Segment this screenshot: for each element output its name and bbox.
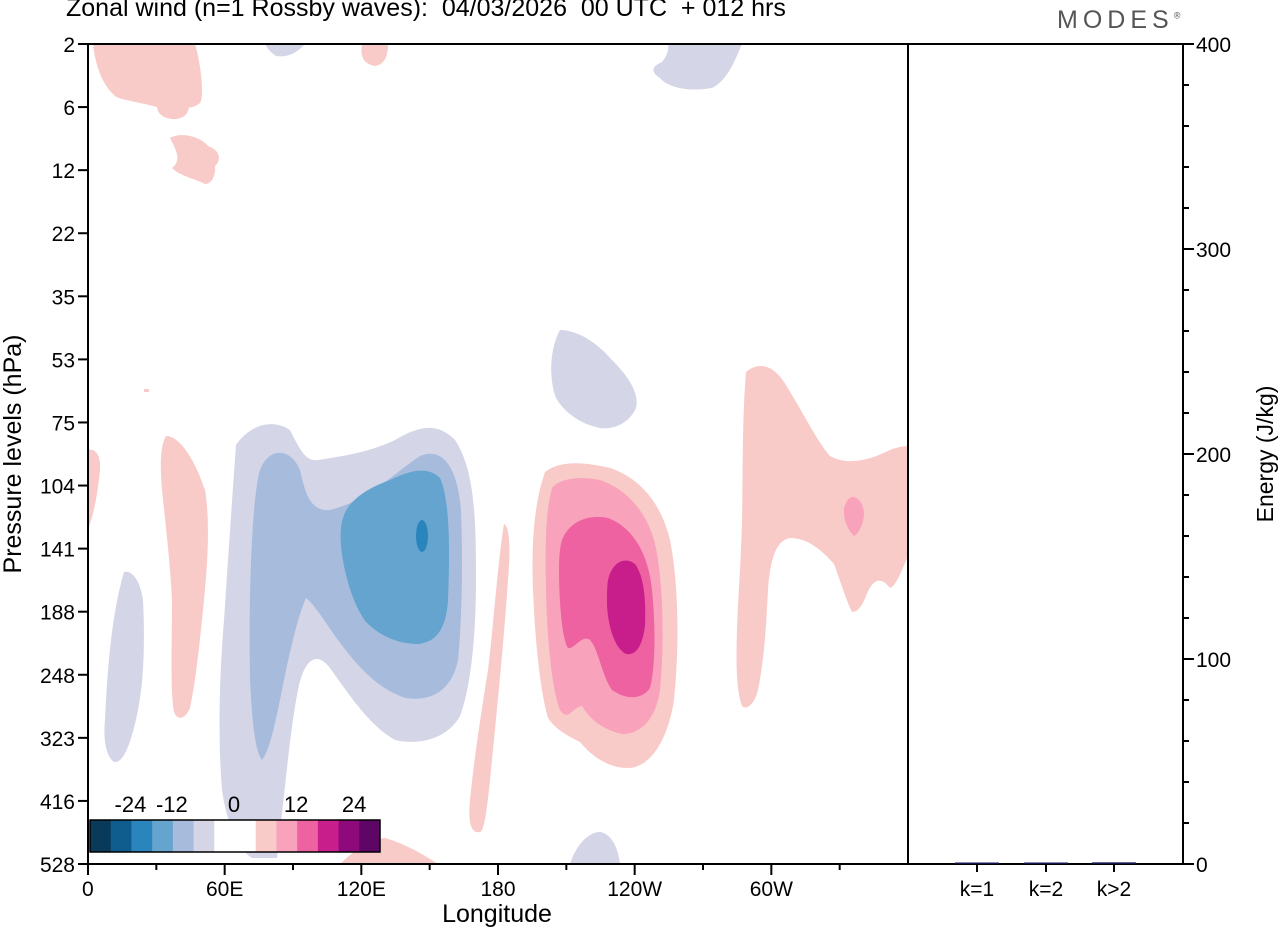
pressure-tick-label: 53 [52,349,75,372]
colorbar-swatch [214,820,236,852]
pressure-tick-label: 248 [40,665,75,688]
positive-contour [160,436,208,718]
colorbar-swatch [110,820,132,852]
pressure-tick-label: 416 [40,791,75,814]
colorbar-swatch [359,820,381,852]
pressure-tick-label: 6 [63,97,75,120]
colorbar-swatch [90,820,112,852]
pressure-tick-label: 141 [40,539,75,562]
longitude-axis: 0 60E 120E 180 120W 60W [82,864,841,901]
colorbar-tick-label: 0 [228,792,240,817]
colorbar-swatch [131,820,153,852]
brand-mark: ® [1173,10,1181,21]
chart-title: Zonal wind (n=1 Rossby waves): 04/03/202… [66,0,786,22]
colorbar-swatch [152,820,174,852]
y-axis-label: Pressure levels (hPa) [0,335,27,574]
brand-name: MODES [1057,6,1174,34]
positive-contour [88,449,101,530]
colorbar: -24 -12 0 12 24 [89,792,381,853]
pressure-tick-label: 2 [63,34,75,57]
wavenumber-labels: k=1 k=2 k>2 [960,864,1131,901]
longitude-tick-label: 60E [206,878,243,901]
energy-tick-label: 200 [1196,444,1231,467]
positive-speck [144,389,149,392]
positive-contour [157,102,189,120]
positive-core [607,560,646,655]
colorbar-swatch [317,820,340,852]
energy-tick-label: 100 [1196,649,1231,672]
colorbar-tick-label: -24 [115,792,147,817]
pressure-tick-label: 75 [52,412,75,435]
longitude-tick-label: 180 [480,878,515,901]
longitude-tick-label: 60W [750,878,793,901]
wavenumber-label: k=1 [960,878,994,901]
energy-bar [1024,862,1068,864]
negative-core [416,520,428,552]
colorbar-tick-label: 24 [342,792,366,817]
pressure-tick-label: 12 [52,160,75,183]
longitude-tick-label: 120E [337,878,386,901]
energy-bar [955,862,999,864]
energy-bars [955,862,1136,864]
contour-field [88,44,908,864]
colorbar-tick-label: -12 [156,792,188,817]
negative-contour [104,571,144,763]
negative-contour [340,470,450,644]
positive-contour [93,44,203,108]
pressure-tick-label: 35 [52,286,75,309]
positive-contour [469,524,510,833]
wavenumber-label: k=2 [1029,878,1063,901]
colorbar-swatch [276,820,298,852]
energy-plot-border [907,43,1184,865]
pressure-tick-label: 323 [40,728,75,751]
energy-tick-label: 400 [1196,34,1231,57]
pressure-axis: 2 6 12 22 35 53 75 104 141 188 248 323 416 528 [40,34,88,877]
pressure-tick-label: 22 [52,223,75,246]
colorbar-border [89,819,381,853]
wavenumber-label: k>2 [1097,878,1131,901]
positive-contour [170,135,220,184]
energy-tick-label: 0 [1196,854,1208,877]
negative-contour [653,44,742,90]
colorbar-swatch [172,820,195,852]
colorbar-swatch [338,820,360,852]
positive-contour [361,44,388,66]
x-axis-label: Longitude [442,900,552,928]
pressure-tick-label: 104 [40,476,75,499]
colorbar-swatch [235,820,257,852]
positive-contour [340,838,438,864]
colorbar-swatch [193,820,215,852]
negative-contour [265,44,305,57]
energy-bar [1092,862,1136,864]
colorbar-swatch [297,820,319,852]
pressure-tick-label: 188 [40,602,75,625]
negative-contour [570,832,620,864]
colorbar-swatch [255,820,277,852]
colorbar-tick-label: 12 [284,792,308,817]
pressure-tick-label: 528 [40,854,75,877]
energy-tick-label: 300 [1196,239,1231,262]
longitude-tick-label: 120W [607,878,662,901]
negative-contour [551,330,637,429]
energy-axis-label: Energy (J/kg) [1252,386,1278,523]
longitude-tick-label: 0 [82,878,94,901]
brand-logo: MODES® [1057,6,1180,35]
positive-contour [843,497,864,536]
energy-axis: 0 100 200 300 400 [1183,34,1231,877]
positive-contour [736,366,908,708]
